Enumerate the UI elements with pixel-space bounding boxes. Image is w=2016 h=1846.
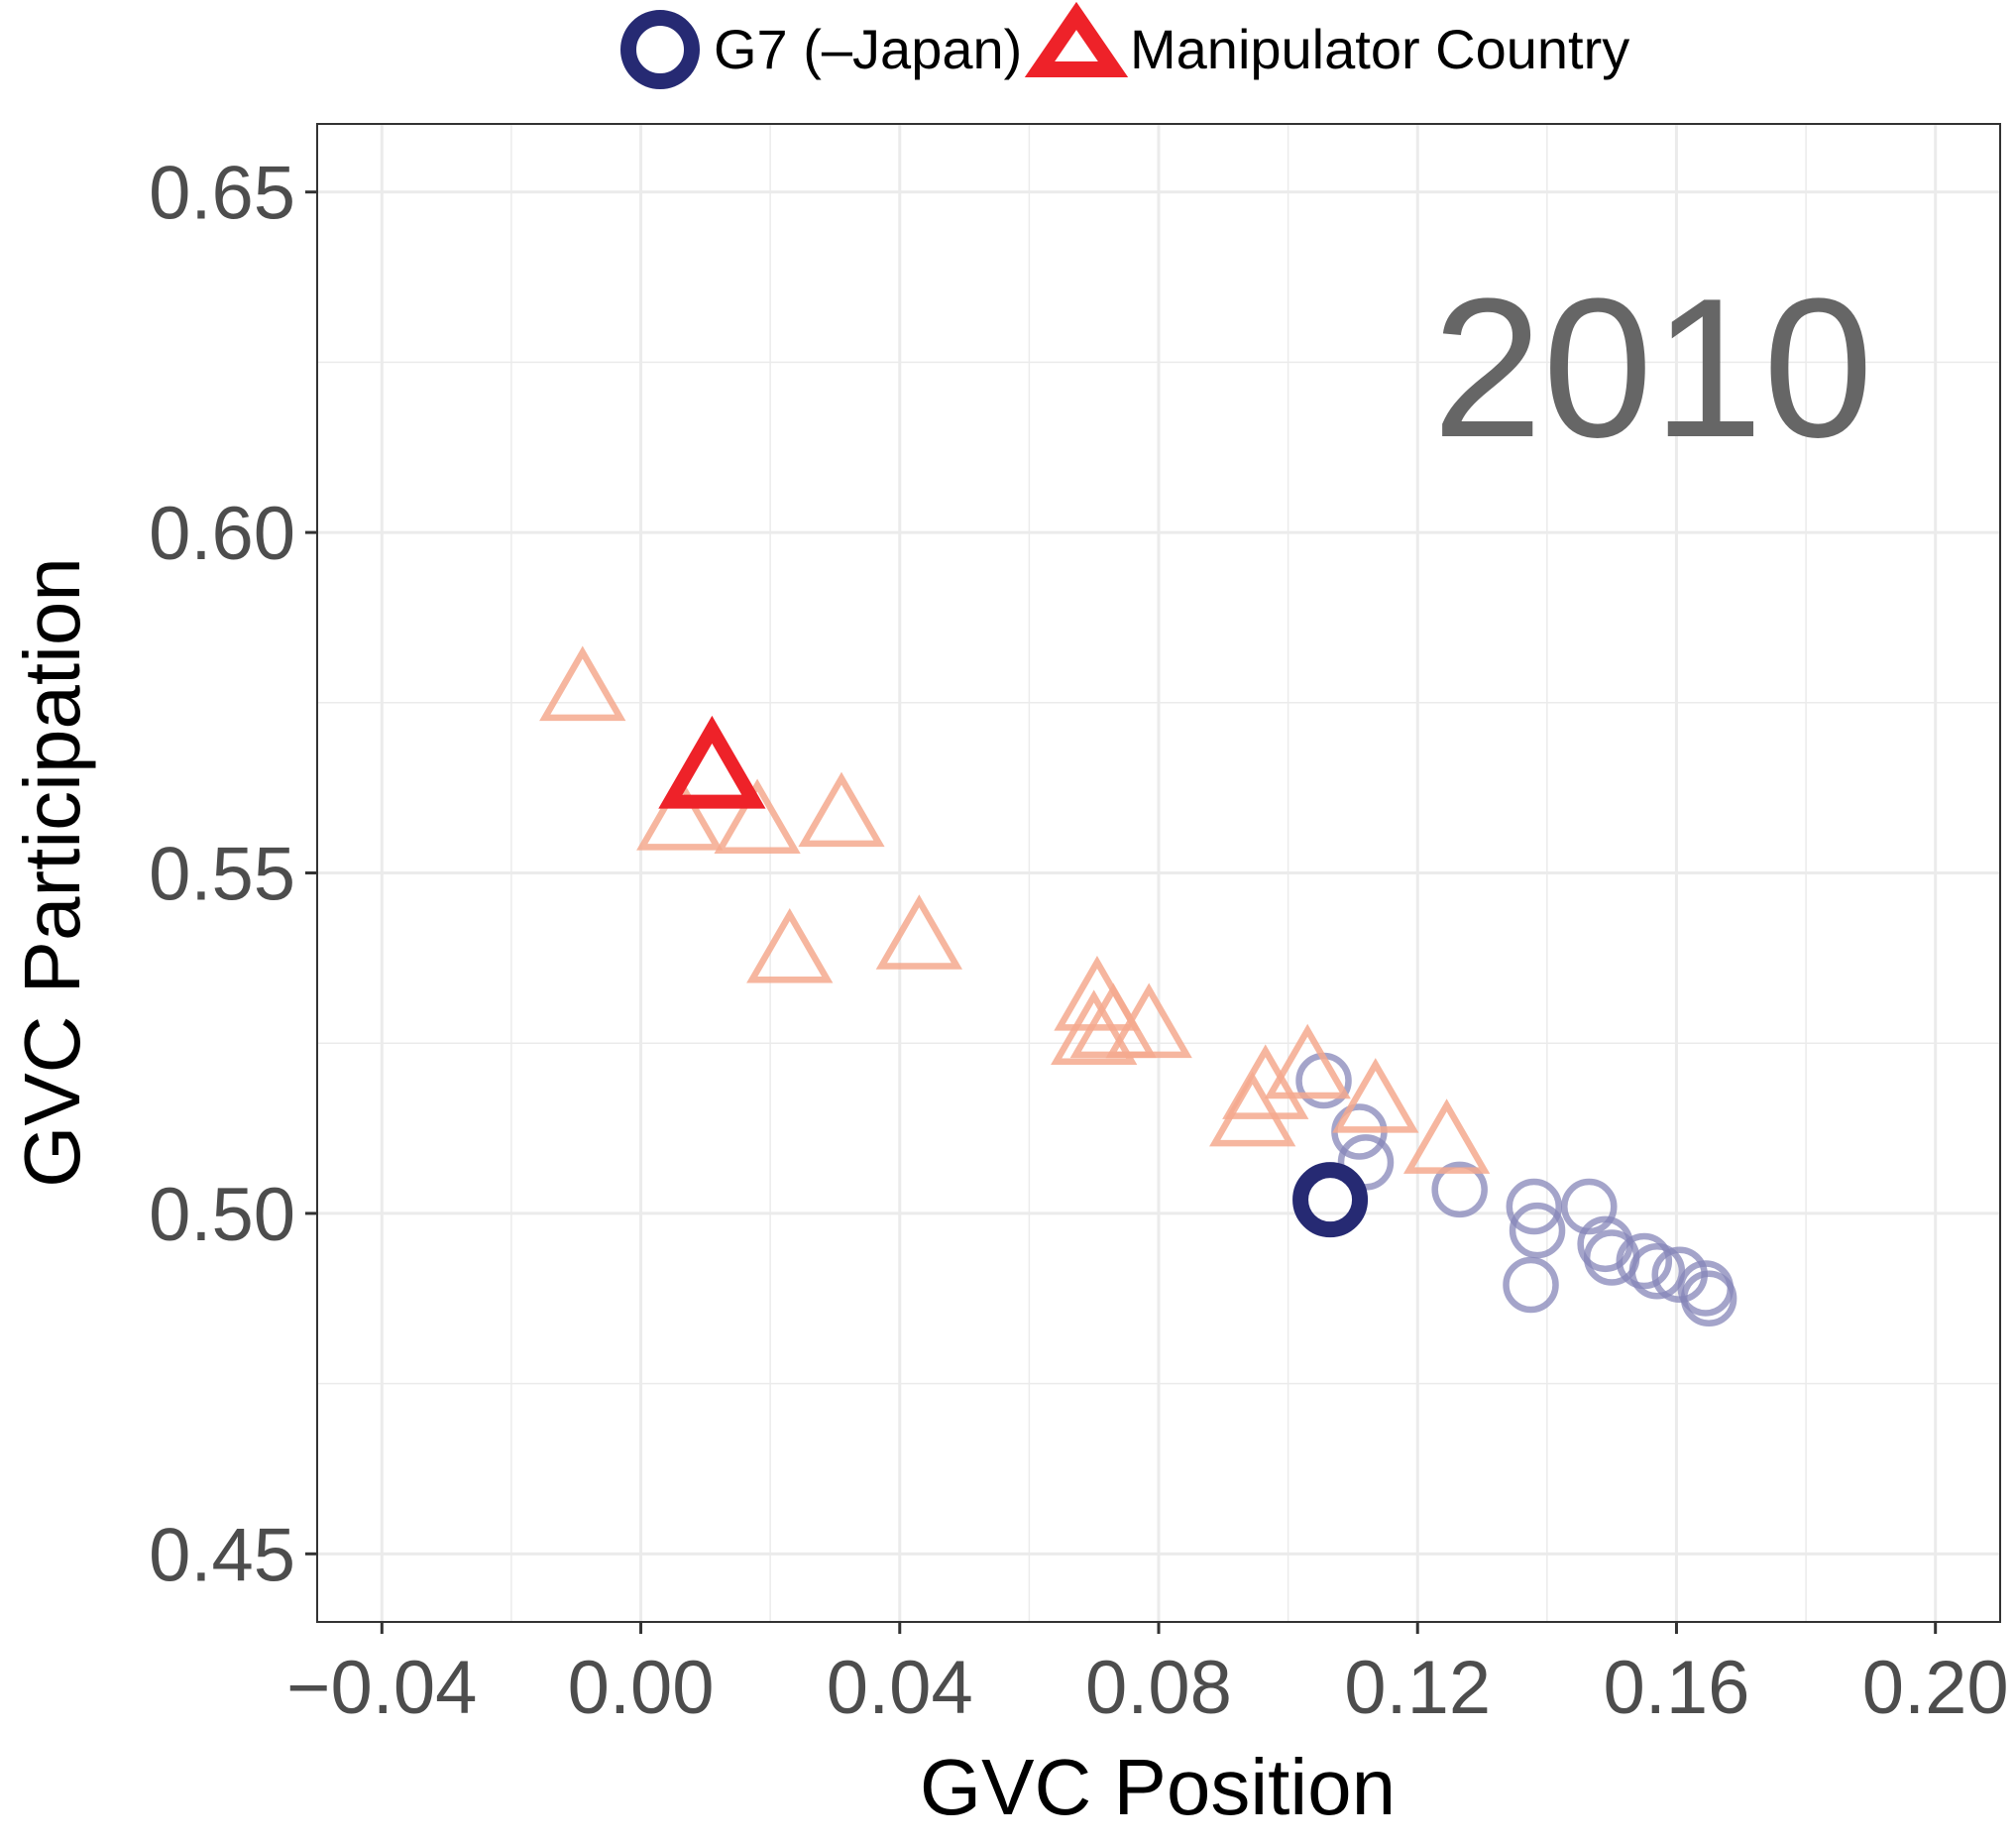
g7-point — [1509, 1202, 1566, 1259]
x-tick-label: 0.16 — [1604, 1646, 1750, 1730]
legend-manipulator-label: Manipulator Country — [1130, 18, 1629, 80]
legend-g7-marker — [620, 10, 700, 89]
y-axis: 0.45 0.50 0.55 0.60 0.65 — [149, 152, 317, 1597]
manipulator-point — [539, 645, 626, 722]
g7-point — [1628, 1243, 1686, 1300]
g7-point — [1561, 1178, 1618, 1235]
legend: G7 (–Japan) Manipulator Country — [620, 1, 1629, 89]
x-tick-label: 0.12 — [1344, 1646, 1491, 1730]
x-tick-label: −0.04 — [286, 1646, 477, 1730]
g7-highlight-point — [1292, 1162, 1369, 1238]
x-tick-label: 0.20 — [1862, 1646, 2009, 1730]
manipulator-point — [875, 894, 962, 970]
g7-point — [1680, 1270, 1737, 1327]
g7-point — [1616, 1232, 1673, 1290]
x-tick-label: 0.04 — [827, 1646, 973, 1730]
manipulator-point — [1402, 1098, 1491, 1174]
manipulator-point — [1051, 989, 1138, 1065]
manipulator-point — [714, 778, 801, 855]
y-axis-title: GVC Participation — [8, 557, 96, 1188]
legend-g7-label: G7 (–Japan) — [714, 18, 1022, 80]
manipulator-point — [1332, 1058, 1419, 1133]
g7-point — [1337, 1134, 1395, 1191]
y-tick-label: 0.65 — [149, 152, 295, 236]
x-axis: −0.04 0.00 0.04 0.08 0.12 0.16 0.20 — [286, 1622, 2009, 1730]
manipulator-point — [746, 907, 834, 983]
manipulator-highlight-point — [658, 715, 766, 809]
manipulator-point — [636, 775, 724, 851]
x-tick-label: 0.08 — [1085, 1646, 1232, 1730]
manipulator-point — [1209, 1071, 1296, 1147]
g7-point — [1431, 1161, 1488, 1218]
g7-point — [1506, 1178, 1563, 1235]
background-points — [539, 645, 1737, 1327]
x-tick-label: 0.00 — [568, 1646, 715, 1730]
y-tick-label: 0.60 — [149, 492, 295, 576]
y-tick-label: 0.45 — [149, 1513, 295, 1597]
x-axis-title: GVC Position — [920, 1743, 1396, 1831]
y-tick-label: 0.50 — [149, 1173, 295, 1257]
g7-point — [1503, 1256, 1559, 1314]
manipulator-point — [1105, 982, 1192, 1059]
manipulator-point — [1264, 1023, 1351, 1099]
year-annotation: 2010 — [1432, 258, 1873, 479]
legend-manipulator-marker — [1024, 1, 1129, 77]
y-tick-label: 0.55 — [149, 833, 295, 917]
major-gridlines — [317, 124, 2000, 1622]
highlighted-points — [658, 715, 1369, 1238]
manipulator-point — [798, 771, 885, 848]
